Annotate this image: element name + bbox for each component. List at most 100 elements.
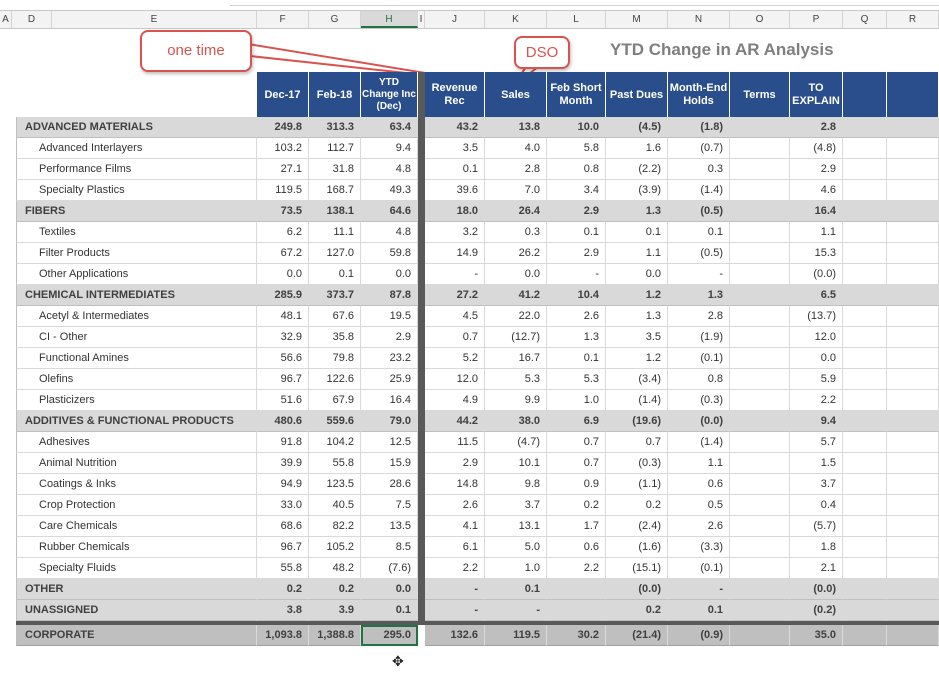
cell-blank[interactable] [843, 579, 887, 600]
cell-label[interactable]: Performance Films [16, 159, 257, 180]
cell-terms[interactable] [730, 264, 790, 285]
cell-feb18[interactable]: 123.5 [309, 474, 361, 495]
cell-blank[interactable] [887, 159, 939, 180]
cell-past[interactable]: (3.4) [606, 369, 668, 390]
cell-feb18[interactable]: 0.2 [309, 579, 361, 600]
cell-hold[interactable]: (0.5) [668, 243, 730, 264]
cell-rev[interactable]: 132.6 [425, 625, 485, 646]
cell-label[interactable]: Plasticizers [16, 390, 257, 411]
cell-dec17[interactable]: 3.8 [257, 600, 309, 621]
cell-sales[interactable]: 38.0 [485, 411, 547, 432]
cell-sales[interactable]: 13.1 [485, 516, 547, 537]
column-header-j[interactable]: J [425, 11, 485, 28]
header-blank-r[interactable] [887, 72, 939, 118]
cell-label[interactable]: CORPORATE [16, 625, 257, 646]
cell-label[interactable]: Textiles [16, 222, 257, 243]
cell-past[interactable]: 0.2 [606, 600, 668, 621]
cell-ytd[interactable]: 4.8 [361, 222, 418, 243]
cell-rev[interactable]: - [425, 264, 485, 285]
cell-feb18[interactable]: 112.7 [309, 138, 361, 159]
cell-label[interactable]: UNASSIGNED [16, 600, 257, 621]
cell-blank[interactable] [887, 201, 939, 222]
cell-feb18[interactable]: 138.1 [309, 201, 361, 222]
cell-ytd[interactable]: 13.5 [361, 516, 418, 537]
cell-feb[interactable]: 0.2 [547, 495, 606, 516]
cell-sales[interactable]: 4.0 [485, 138, 547, 159]
cell-feb18[interactable]: 11.1 [309, 222, 361, 243]
cell-label[interactable]: Animal Nutrition [16, 453, 257, 474]
cell-dec17[interactable]: 6.2 [257, 222, 309, 243]
cell-blank[interactable] [843, 180, 887, 201]
cell-ytd[interactable]: 15.9 [361, 453, 418, 474]
cell-feb[interactable]: 3.4 [547, 180, 606, 201]
cell-rev[interactable]: 2.9 [425, 453, 485, 474]
cell-feb18[interactable]: 48.2 [309, 558, 361, 579]
cell-hold[interactable]: (1.4) [668, 432, 730, 453]
callout-one-time[interactable]: one time [140, 30, 252, 72]
cell-terms[interactable] [730, 579, 790, 600]
cell-blank[interactable] [887, 579, 939, 600]
cell-feb[interactable]: 0.9 [547, 474, 606, 495]
cell-blank[interactable] [843, 558, 887, 579]
column-header-i[interactable]: I [418, 11, 425, 28]
cell-hold[interactable]: (0.0) [668, 411, 730, 432]
header-revenue-rec[interactable]: Revenue Rec [425, 72, 485, 118]
cell-blank[interactable] [843, 516, 887, 537]
cell-terms[interactable] [730, 411, 790, 432]
cell-hold[interactable]: (1.8) [668, 117, 730, 138]
cell-ytd[interactable]: 2.9 [361, 327, 418, 348]
cell-blank[interactable] [843, 474, 887, 495]
cell-feb[interactable]: 0.1 [547, 222, 606, 243]
cell-rev[interactable]: 14.8 [425, 474, 485, 495]
cell-ytd[interactable]: 4.8 [361, 159, 418, 180]
cell-past[interactable]: (2.4) [606, 516, 668, 537]
cell-sales[interactable]: 9.8 [485, 474, 547, 495]
cell-hold[interactable]: 1.1 [668, 453, 730, 474]
cell-sales[interactable]: 7.0 [485, 180, 547, 201]
cell-toexp[interactable]: 1.5 [790, 453, 843, 474]
cell-sales[interactable]: 0.3 [485, 222, 547, 243]
cell-dec17[interactable]: 32.9 [257, 327, 309, 348]
cell-sales[interactable]: - [485, 600, 547, 621]
cell-blank[interactable] [843, 243, 887, 264]
cell-rev[interactable]: 4.1 [425, 516, 485, 537]
cell-ytd[interactable]: 0.0 [361, 264, 418, 285]
cell-terms[interactable] [730, 537, 790, 558]
cell-feb18[interactable]: 79.8 [309, 348, 361, 369]
cell-rev[interactable]: 14.9 [425, 243, 485, 264]
cell-dec17[interactable]: 51.6 [257, 390, 309, 411]
cell-rev[interactable]: 3.2 [425, 222, 485, 243]
cell-past[interactable]: 1.2 [606, 285, 668, 306]
cell-rev[interactable]: 0.7 [425, 327, 485, 348]
cell-past[interactable]: 3.5 [606, 327, 668, 348]
header-feb-short-month[interactable]: Feb Short Month [547, 72, 606, 118]
cell-feb[interactable]: - [547, 264, 606, 285]
cell-past[interactable]: (15.1) [606, 558, 668, 579]
cell-terms[interactable] [730, 625, 790, 646]
cell-dec17[interactable]: 48.1 [257, 306, 309, 327]
cell-ytd[interactable]: 9.4 [361, 138, 418, 159]
cell-dec17[interactable]: 55.8 [257, 558, 309, 579]
cell-toexp[interactable]: (5.7) [790, 516, 843, 537]
cell-terms[interactable] [730, 558, 790, 579]
header-terms[interactable]: Terms [730, 72, 790, 118]
cell-sales[interactable]: 1.0 [485, 558, 547, 579]
cell-ytd[interactable]: 25.9 [361, 369, 418, 390]
cell-blank[interactable] [887, 537, 939, 558]
cell-toexp[interactable]: 4.6 [790, 180, 843, 201]
cell-blank[interactable] [843, 201, 887, 222]
cell-sales[interactable]: 22.0 [485, 306, 547, 327]
cell-feb18[interactable]: 35.8 [309, 327, 361, 348]
cell-toexp[interactable]: 2.2 [790, 390, 843, 411]
cell-ytd[interactable]: 12.5 [361, 432, 418, 453]
cell-toexp[interactable]: 1.8 [790, 537, 843, 558]
header-feb18[interactable]: Feb-18 [309, 72, 361, 118]
cell-feb[interactable]: 30.2 [547, 625, 606, 646]
cell-toexp[interactable]: (4.8) [790, 138, 843, 159]
cell-ytd[interactable]: 63.4 [361, 117, 418, 138]
cell-hold[interactable]: - [668, 264, 730, 285]
cell-feb18[interactable]: 104.2 [309, 432, 361, 453]
cell-feb18[interactable]: 3.9 [309, 600, 361, 621]
cell-dec17[interactable]: 1,093.8 [257, 625, 309, 646]
cell-ytd[interactable]: 49.3 [361, 180, 418, 201]
